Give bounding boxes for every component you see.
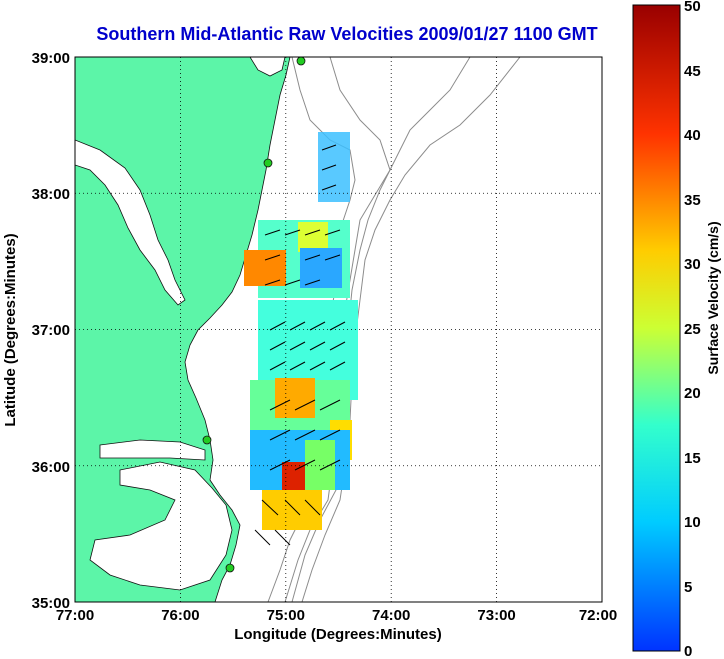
delaware-bay: [249, 57, 286, 77]
colorbar-label: Surface Velocity (cm/s): [705, 221, 721, 374]
colorbar-tick: 5: [684, 579, 692, 596]
y-tick-label: 37:00: [32, 322, 70, 339]
y-tick-label: 39:00: [32, 50, 70, 67]
x-tick-label: 77:00: [56, 607, 94, 624]
map-panel: 77:00 76:00 75:00 74:00 73:00 72:00 Long…: [2, 50, 617, 643]
x-tick-label: 73:00: [477, 607, 515, 624]
y-tick-label: 38:00: [32, 186, 70, 203]
colorbar: 50 45 40 35 30 25 20 15 10 5 0 Surface V…: [632, 0, 721, 659]
colorbar-tick: 50: [684, 0, 701, 15]
albemarle-sound: [99, 439, 206, 461]
radar-station-marker[interactable]: [202, 435, 212, 445]
radar-station-marker[interactable]: [263, 158, 273, 168]
radar-station-marker[interactable]: [296, 57, 306, 66]
colorbar-tick: 35: [684, 192, 701, 209]
colorbar-tick: 10: [684, 514, 701, 531]
velocity-field: [244, 132, 358, 530]
x-axis-ticks: 77:00 76:00 75:00 74:00 73:00 72:00: [56, 607, 617, 624]
map-frame: [74, 56, 603, 603]
y-axis-ticks: 39:00 38:00 37:00 36:00 35:00: [32, 50, 70, 612]
y-axis-label: Latitude (Degrees:Minutes): [2, 233, 19, 426]
colorbar-tick: 15: [684, 450, 701, 467]
colorbar-tick: 45: [684, 63, 701, 80]
x-axis-label: Longitude (Degrees:Minutes): [234, 626, 442, 643]
y-tick-label: 35:00: [32, 595, 70, 612]
colorbar-gradient: [632, 4, 681, 652]
x-tick-label: 76:00: [161, 607, 199, 624]
x-tick-label: 74:00: [372, 607, 410, 624]
colorbar-tick: 25: [684, 321, 701, 338]
pamlico-sound: [89, 461, 233, 591]
x-tick-label: 75:00: [267, 607, 305, 624]
y-tick-label: 36:00: [32, 459, 70, 476]
x-tick-label: 72:00: [579, 607, 617, 624]
radar-station-marker[interactable]: [225, 563, 235, 573]
colorbar-tick: 0: [684, 643, 692, 659]
velocity-vectors: [254, 144, 346, 546]
chesapeake-bay: [75, 139, 186, 306]
colorbar-tick: 20: [684, 385, 701, 402]
radar-stations: [202, 57, 306, 573]
colorbar-tick: 30: [684, 256, 701, 273]
map-title: Southern Mid-Atlantic Raw Velocities 200…: [96, 24, 598, 44]
grid-lines: [75, 57, 602, 602]
colorbar-tick: 40: [684, 127, 701, 144]
